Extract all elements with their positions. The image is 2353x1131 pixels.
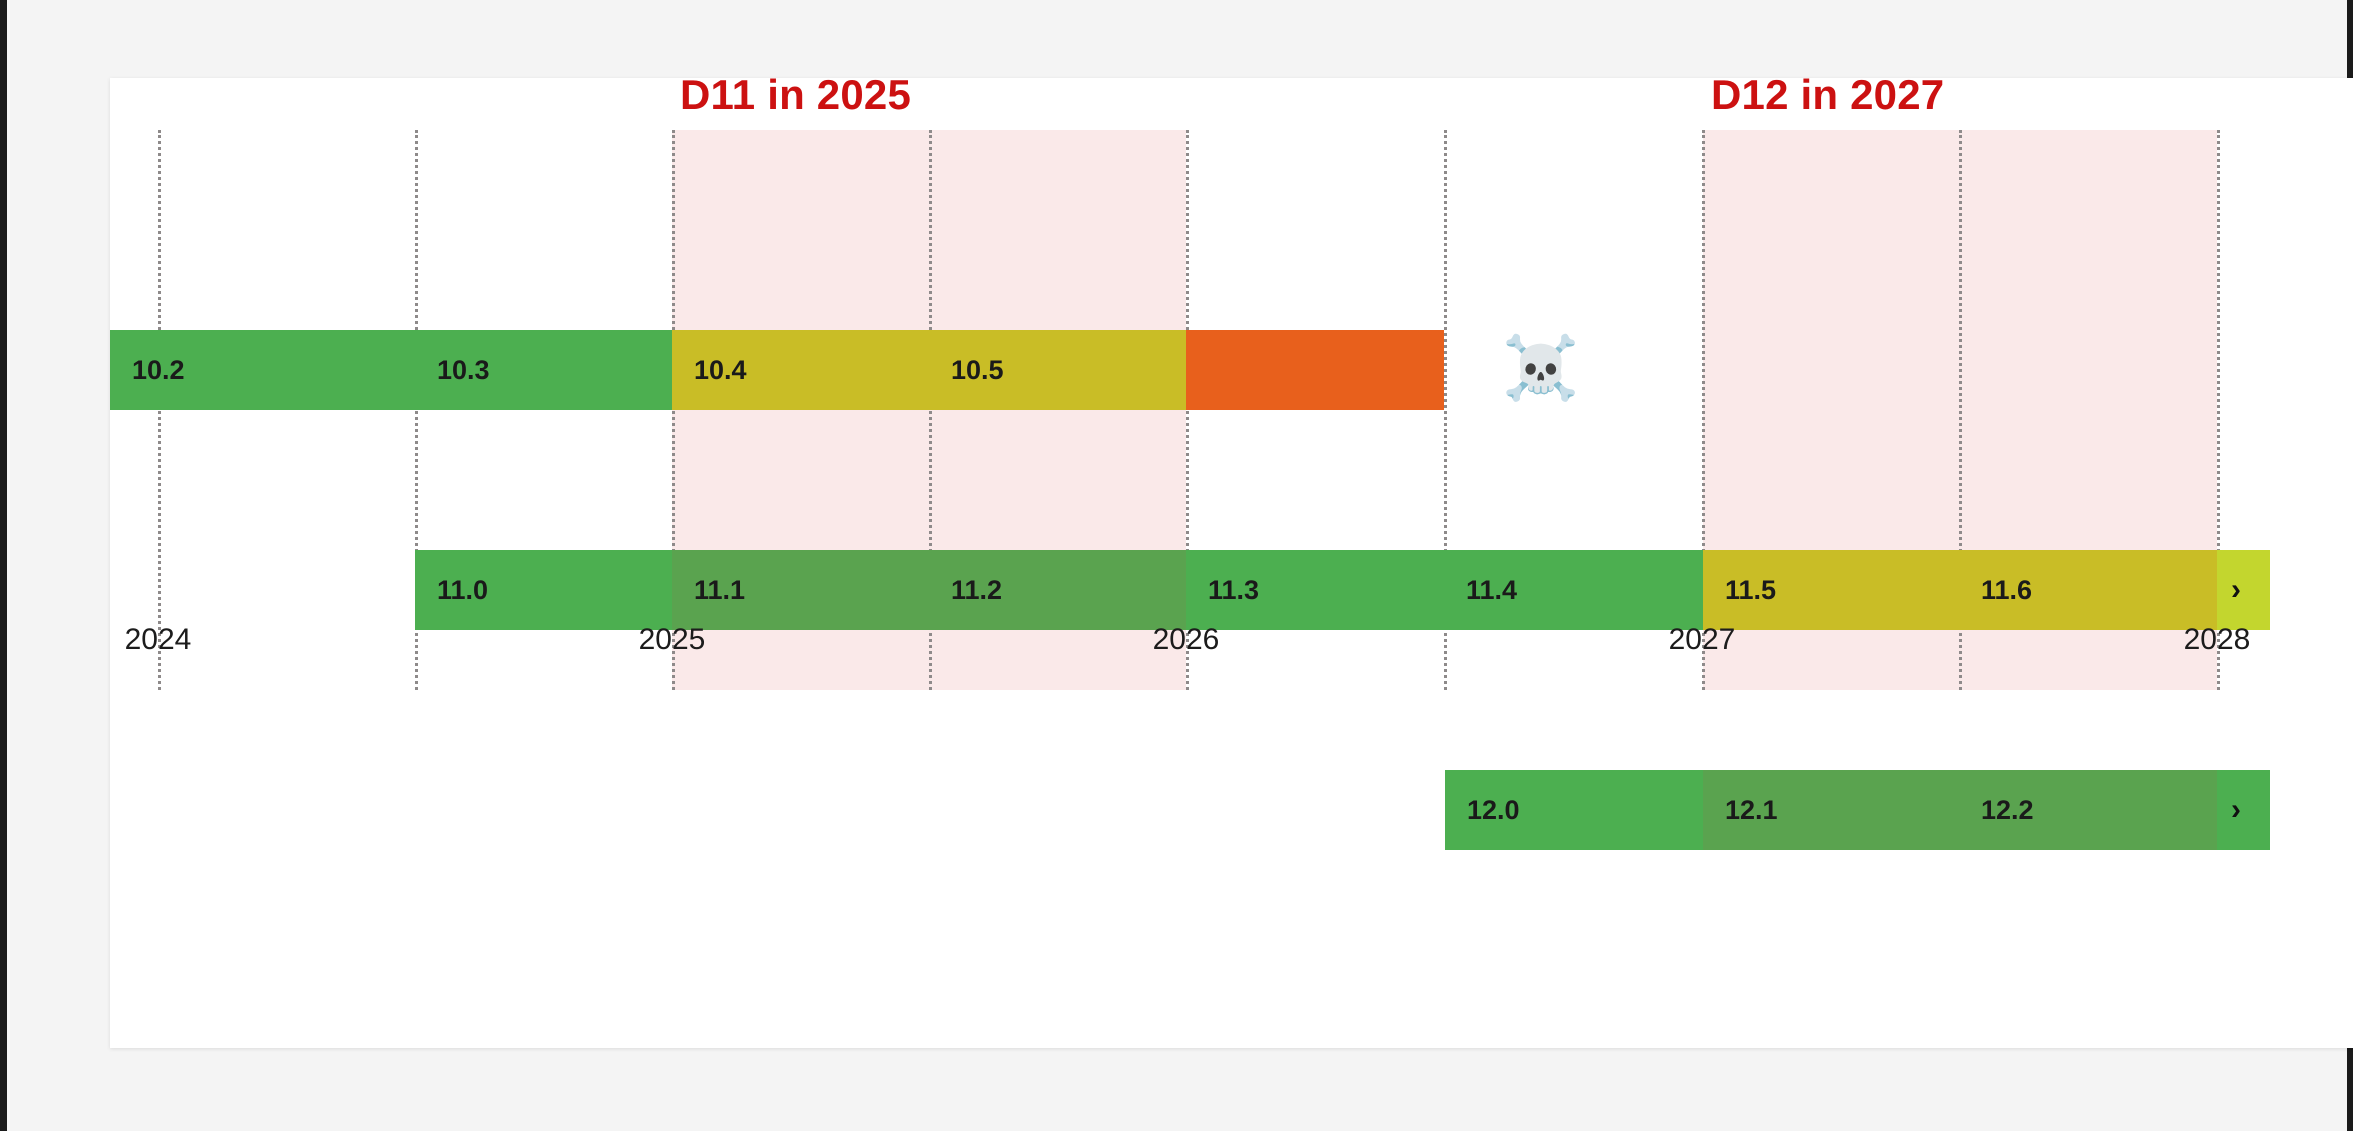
gridline: [158, 130, 161, 690]
gridline: [929, 130, 932, 690]
bar-segment-label: 11.2: [951, 574, 1003, 605]
bar-segment-label: 12.0: [1467, 794, 1520, 825]
window-edge-left: [0, 0, 7, 1131]
overflow-chevron-icon: ›: [2231, 573, 2241, 606]
bar-segment-label: 11.3: [1208, 574, 1260, 605]
milestone-title: D11 in 2025: [680, 78, 912, 118]
bar-segment-label: 10.4: [694, 354, 747, 385]
version-bar-row[interactable]: 10.2 10.3 10.4 10.5: [110, 330, 1444, 410]
bar-segment-label: 11.5: [1725, 574, 1777, 605]
bar-segment[interactable]: 12.1: [1703, 770, 1959, 850]
bar-segment[interactable]: 11.2: [929, 550, 1186, 630]
gridline: [672, 130, 675, 690]
axis-tick-label: 2025: [638, 623, 706, 656]
version-bar-row[interactable]: 12.0 12.1 12.2 ›: [1445, 770, 2270, 850]
gridline: [415, 130, 418, 690]
bar-segment-label: 12.1: [1725, 794, 1778, 825]
timeline-card: D11 in 2025 D12 in 2027 10.2 10.3 10.4 10.5 11…: [110, 78, 2353, 1048]
bar-segment-label: 10.2: [132, 354, 185, 385]
bar-segment-overflow[interactable]: ›: [2217, 550, 2270, 630]
milestone-title: D12 in 2027: [1711, 78, 1945, 118]
bar-segment[interactable]: 11.1: [672, 550, 929, 630]
bar-segment[interactable]: 11.4: [1444, 550, 1703, 630]
axis-tick-label: 2024: [124, 623, 192, 656]
bar-segment[interactable]: 11.3: [1186, 550, 1444, 630]
gridline: [1959, 130, 1962, 690]
skull-and-crossbones-icon: ☠️: [1502, 334, 1580, 403]
axis-tick-label: 2026: [1152, 623, 1220, 656]
bar-segment-label: 11.6: [1981, 574, 2033, 605]
axis-tick-label: 2027: [1668, 623, 1736, 656]
gridline: [1444, 130, 1447, 690]
bar-segment-label: 12.2: [1981, 794, 2034, 825]
version-bar-row[interactable]: 11.0 11.1 11.2 11.3 11.4 11.5 11.6 ›: [415, 550, 2270, 630]
bar-segment[interactable]: 10.5: [929, 330, 1186, 410]
bar-segment[interactable]: 12.0: [1445, 770, 1703, 850]
bar-segment-label: 11.0: [437, 574, 489, 605]
bar-segment[interactable]: 11.5: [1703, 550, 1959, 630]
gridline: [2217, 130, 2220, 690]
gridline: [1186, 130, 1189, 690]
bar-segment-label: 10.3: [437, 354, 490, 385]
bar-segment[interactable]: 12.2: [1959, 770, 2217, 850]
bar-segment[interactable]: [1186, 330, 1444, 410]
bar-segment[interactable]: 10.2: [110, 330, 415, 410]
bar-segment[interactable]: 11.0: [415, 550, 672, 630]
bar-segment-label: 10.5: [951, 354, 1004, 385]
axis-tick-label: 2028: [2183, 623, 2251, 656]
overflow-chevron-icon: ›: [2231, 793, 2241, 826]
gridline: [1702, 130, 1705, 690]
bar-segment-overflow[interactable]: ›: [2217, 770, 2270, 850]
bar-segment-label: 11.1: [694, 574, 746, 605]
bar-segment[interactable]: 10.3: [415, 330, 672, 410]
bar-segment-label: 11.4: [1466, 574, 1518, 605]
bar-segment[interactable]: 10.4: [672, 330, 929, 410]
bar-segment[interactable]: 11.6: [1959, 550, 2217, 630]
timeline-plot-area: D11 in 2025 D12 in 2027 10.2 10.3 10.4 10.5 11…: [110, 78, 2353, 1048]
